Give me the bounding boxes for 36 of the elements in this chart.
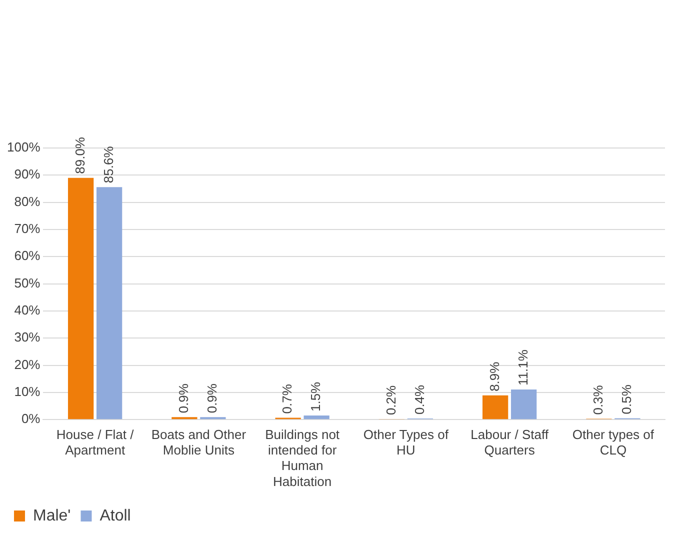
y-tick-label: 10%: [14, 384, 41, 400]
y-tick-label: 80%: [14, 194, 41, 209]
y-tick-label: 60%: [14, 248, 41, 264]
data-label: 0.5%: [619, 384, 634, 414]
data-label: 8.9%: [486, 361, 502, 392]
x-tick-label: Other types of CLQ: [572, 426, 654, 458]
data-label: 0.9%: [204, 383, 220, 414]
bar: [510, 389, 537, 420]
data-label: 85.6%: [100, 146, 116, 184]
data-label: 0.4%: [412, 384, 427, 415]
data-label: 89.0%: [72, 136, 88, 174]
y-tick-label: 70%: [14, 221, 41, 236]
y-tick-label: 30%: [14, 330, 41, 345]
x-tick-label: House / Flat / Apartment: [56, 426, 134, 458]
data-label: 1.5%: [308, 381, 324, 412]
y-tick-label: 90%: [14, 166, 41, 182]
x-tick-label: Other Types of HU: [363, 426, 449, 458]
bar: [304, 416, 330, 420]
bar: [96, 187, 122, 420]
x-tick-label: Boats and Other Moblie Units: [151, 426, 247, 458]
y-tick-label: 50%: [14, 275, 41, 290]
x-tick-label: Labour / Staff Quarters: [470, 426, 549, 458]
legend-label: Atoll: [100, 507, 131, 524]
data-label: 0.7%: [280, 384, 295, 414]
y-tick-label: 0%: [21, 411, 41, 426]
y-tick-label: 20%: [14, 356, 41, 372]
data-label: 0.2%: [383, 384, 398, 416]
data-label: 0.3%: [590, 384, 606, 415]
data-label: 11.1%: [515, 349, 530, 386]
data-label: 0.9%: [176, 383, 192, 414]
x-tick-label: Buildings not intended for Human Habitation: [265, 426, 340, 489]
legend-label: Male': [33, 507, 71, 524]
bar: [482, 395, 508, 420]
y-tick-label: 40%: [14, 302, 41, 318]
bar: [68, 178, 94, 420]
y-tick-label: 100%: [7, 140, 41, 155]
